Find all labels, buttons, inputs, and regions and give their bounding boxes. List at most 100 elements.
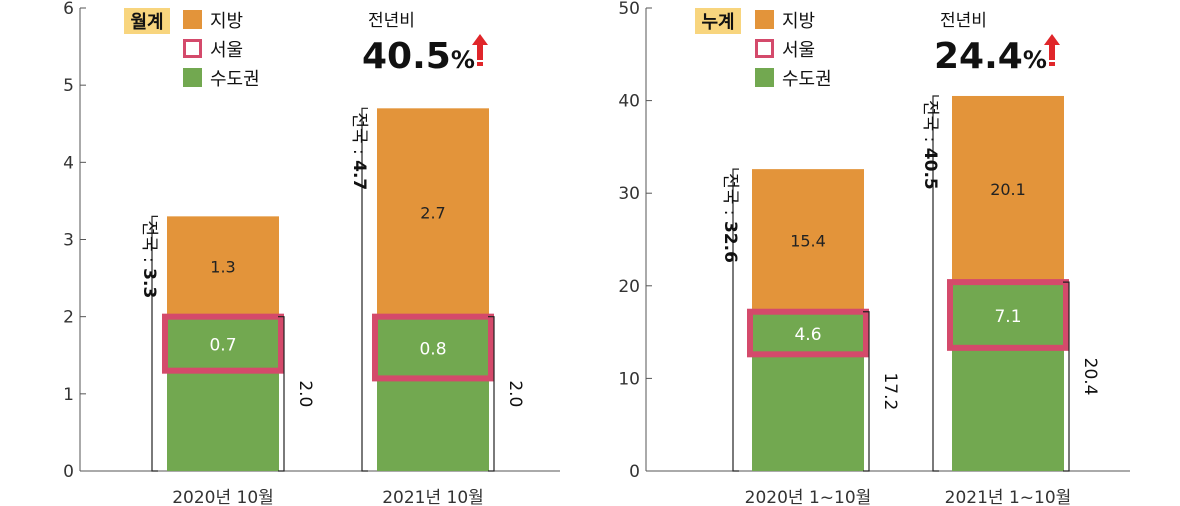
- y-tick-label: 30: [618, 184, 640, 204]
- seoul-value-label: 0.7: [209, 336, 236, 356]
- bar-regional: [952, 95, 1064, 283]
- regional-value-label: 20.1: [990, 180, 1026, 199]
- y-tick-label: 0: [63, 462, 74, 482]
- arrow-up-icon-base: [477, 62, 483, 66]
- bar-capital-area: [167, 316, 279, 471]
- total-label: 전국 : 3.3: [139, 220, 159, 298]
- capital-bracket: [863, 311, 870, 472]
- yoy-unit: %: [1023, 46, 1047, 74]
- legend-label-3: 수도권: [210, 69, 260, 90]
- y-tick-label: 6: [63, 0, 74, 19]
- seoul-value-label: 7.1: [994, 307, 1021, 327]
- period-badge: [124, 8, 170, 34]
- regional-value-label: 1.3: [210, 258, 235, 277]
- yoy-value: 40.5%: [362, 36, 475, 77]
- yoy-label: 전년비: [368, 11, 415, 31]
- capital-bracket: [278, 316, 285, 472]
- legend-swatch-3: [755, 68, 774, 87]
- capital-label-group: 2.0: [505, 380, 525, 407]
- total-bracket: [732, 168, 739, 472]
- total-label-prefix: 전국 :: [720, 173, 740, 221]
- y-tick-label: 10: [618, 369, 640, 389]
- total-label: 전국 : 32.6: [720, 173, 740, 263]
- total-label-value: 4.7: [349, 160, 369, 190]
- total-label-prefix: 전국 :: [349, 112, 369, 160]
- total-label: 전국 : 40.5: [920, 100, 940, 190]
- y-tick-label: 3: [63, 231, 74, 251]
- legend-swatch-1: [755, 10, 774, 29]
- capital-value-label: 17.2: [880, 372, 900, 410]
- bar-capital-area: [377, 316, 489, 471]
- yoy-number: 40.5: [362, 36, 451, 77]
- capital-label-group: 2.0: [295, 380, 315, 407]
- total-label-value: 32.6: [720, 221, 740, 263]
- capital-value-label: 20.4: [1080, 358, 1100, 396]
- bar-capital-area: [752, 311, 864, 471]
- period-badge: [695, 8, 741, 34]
- total-bracket: [932, 95, 939, 472]
- yoy-label: 전년비: [940, 11, 987, 31]
- category-label: 2021년 1~10월: [945, 488, 1072, 506]
- legend-swatch-1: [183, 10, 202, 29]
- yoy-value: 24.4%: [934, 36, 1047, 77]
- category-label: 2020년 10월: [172, 488, 274, 506]
- chart-panel-2: 0 10 20 30 40 50 4.6 15.4 2020년 1~10월 전국 : 32.6 17…: [618, 0, 1130, 506]
- total-label-prefix: 전국 :: [920, 100, 940, 148]
- bar-seoul-outline: [947, 279, 1069, 351]
- bar-seoul-outline: [162, 313, 284, 374]
- period-badge-text: 월계: [130, 12, 163, 33]
- category-label: 2021년 10월: [382, 488, 484, 506]
- bar-regional: [752, 169, 864, 312]
- capital-label-group: 17.2: [880, 372, 900, 410]
- bar-seoul-outline: [372, 313, 494, 382]
- capital-label-group: 20.4: [1080, 358, 1100, 396]
- y-tick-label: 50: [618, 0, 640, 19]
- y-tick-label: 5: [63, 76, 74, 96]
- total-label-value: 3.3: [139, 268, 159, 298]
- y-tick-label: 0: [629, 462, 640, 482]
- category-label: 2020년 1~10월: [745, 488, 872, 506]
- total-label-group: 전국 : 40.5: [920, 100, 940, 190]
- total-label-prefix: 전국 :: [139, 220, 159, 268]
- capital-bracket: [488, 316, 495, 472]
- y-tick-label: 2: [63, 308, 74, 328]
- total-bracket: [151, 215, 158, 472]
- total-label: 전국 : 4.7: [349, 112, 369, 190]
- total-label-group: 전국 : 32.6: [720, 173, 740, 263]
- legend-label-2: 서울: [210, 40, 243, 61]
- total-label-group: 전국 : 3.3: [139, 220, 159, 298]
- arrow-up-icon: [1044, 34, 1060, 60]
- capital-value-label: 2.0: [505, 380, 525, 407]
- y-tick-label: 4: [63, 153, 74, 173]
- total-bracket: [361, 107, 368, 472]
- total-label-group: 전국 : 4.7: [349, 112, 369, 190]
- seoul-value-label: 0.8: [419, 340, 446, 360]
- legend-label-3: 수도권: [782, 69, 832, 90]
- regional-value-label: 2.7: [420, 203, 445, 222]
- yoy-unit: %: [451, 46, 475, 74]
- period-badge-text: 누계: [701, 12, 734, 33]
- capital-value-label: 2.0: [295, 380, 315, 407]
- y-tick-label: 40: [618, 92, 640, 112]
- y-tick-label: 20: [618, 277, 640, 297]
- total-label-value: 40.5: [920, 148, 940, 190]
- regional-value-label: 15.4: [790, 231, 826, 250]
- capital-bracket: [1063, 281, 1070, 472]
- bar-capital-area: [952, 282, 1064, 471]
- legend-label-1: 지방: [210, 11, 243, 32]
- seoul-value-label: 4.6: [794, 325, 821, 345]
- arrow-up-icon: [472, 34, 488, 60]
- bar-regional: [377, 108, 489, 317]
- yoy-number: 24.4: [934, 36, 1023, 77]
- legend-swatch-2: [183, 39, 202, 58]
- arrow-up-icon-base: [1049, 62, 1055, 66]
- legend-swatch-2: [755, 39, 774, 58]
- legend-label-2: 서울: [782, 40, 815, 61]
- legend-swatch-3: [183, 68, 202, 87]
- y-tick-label: 1: [63, 385, 74, 405]
- bar-regional: [167, 216, 279, 317]
- bar-seoul-outline: [747, 308, 869, 358]
- legend-label-1: 지방: [782, 11, 815, 32]
- chart-panel-1: 0 1 2 3 4 5 6 0.7 1.3 2020년 10월 전국 : 3.3 2.0 0.8 2.7 2…: [63, 0, 560, 506]
